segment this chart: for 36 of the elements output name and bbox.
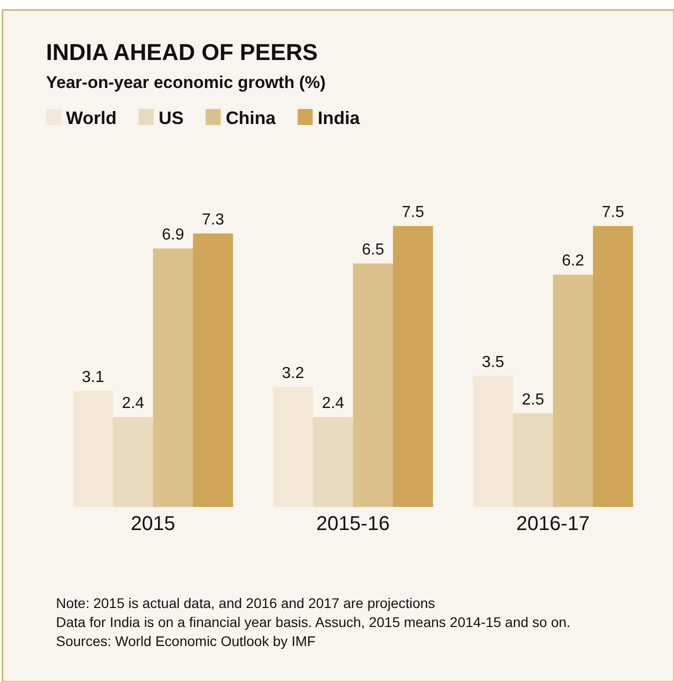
data-label: 6.2 <box>562 252 584 270</box>
x-tick-label: 2016-17 <box>516 513 590 535</box>
data-label: 6.9 <box>162 226 184 244</box>
data-label: 3.5 <box>482 354 504 371</box>
bar <box>193 233 233 507</box>
chart-subtitle: Year-on-year economic growth (%) <box>46 73 326 92</box>
bar <box>553 274 593 507</box>
legend-label: China <box>226 108 277 128</box>
data-label: 2.4 <box>122 395 144 412</box>
data-label: 6.5 <box>362 241 384 258</box>
data-label: 3.2 <box>282 365 304 382</box>
bar <box>393 226 433 507</box>
x-tick-label: 2015-16 <box>316 513 390 535</box>
legend-label: US <box>158 108 184 128</box>
data-label: 2.4 <box>322 395 344 412</box>
chart-title: INDIA AHEAD OF PEERS <box>46 39 318 65</box>
data-label: 2.5 <box>522 391 544 408</box>
bar <box>353 263 393 507</box>
data-label: 7.5 <box>402 204 424 221</box>
bar <box>273 387 313 507</box>
bar <box>473 376 513 507</box>
data-label: 3.1 <box>82 368 104 386</box>
bar <box>313 417 353 507</box>
source-note: Sources: World Economic Outlook by IMF <box>56 633 316 649</box>
bar <box>153 248 193 507</box>
bar <box>73 390 113 507</box>
bar <box>593 226 633 507</box>
x-tick-label: 2015 <box>130 513 176 535</box>
legend-label: India <box>318 108 361 128</box>
data-label: 7.5 <box>602 204 624 221</box>
bar <box>513 413 553 507</box>
data-label: 7.3 <box>202 211 224 228</box>
text: Data for India is on a financial year basis. Assuch, 2015 means 2014-15 and so on. <box>56 614 570 630</box>
text: Note: 2015 is actual data, and 2016 and 2017 are projections <box>56 595 436 611</box>
legend-label: World <box>66 108 117 128</box>
bar <box>113 417 153 507</box>
